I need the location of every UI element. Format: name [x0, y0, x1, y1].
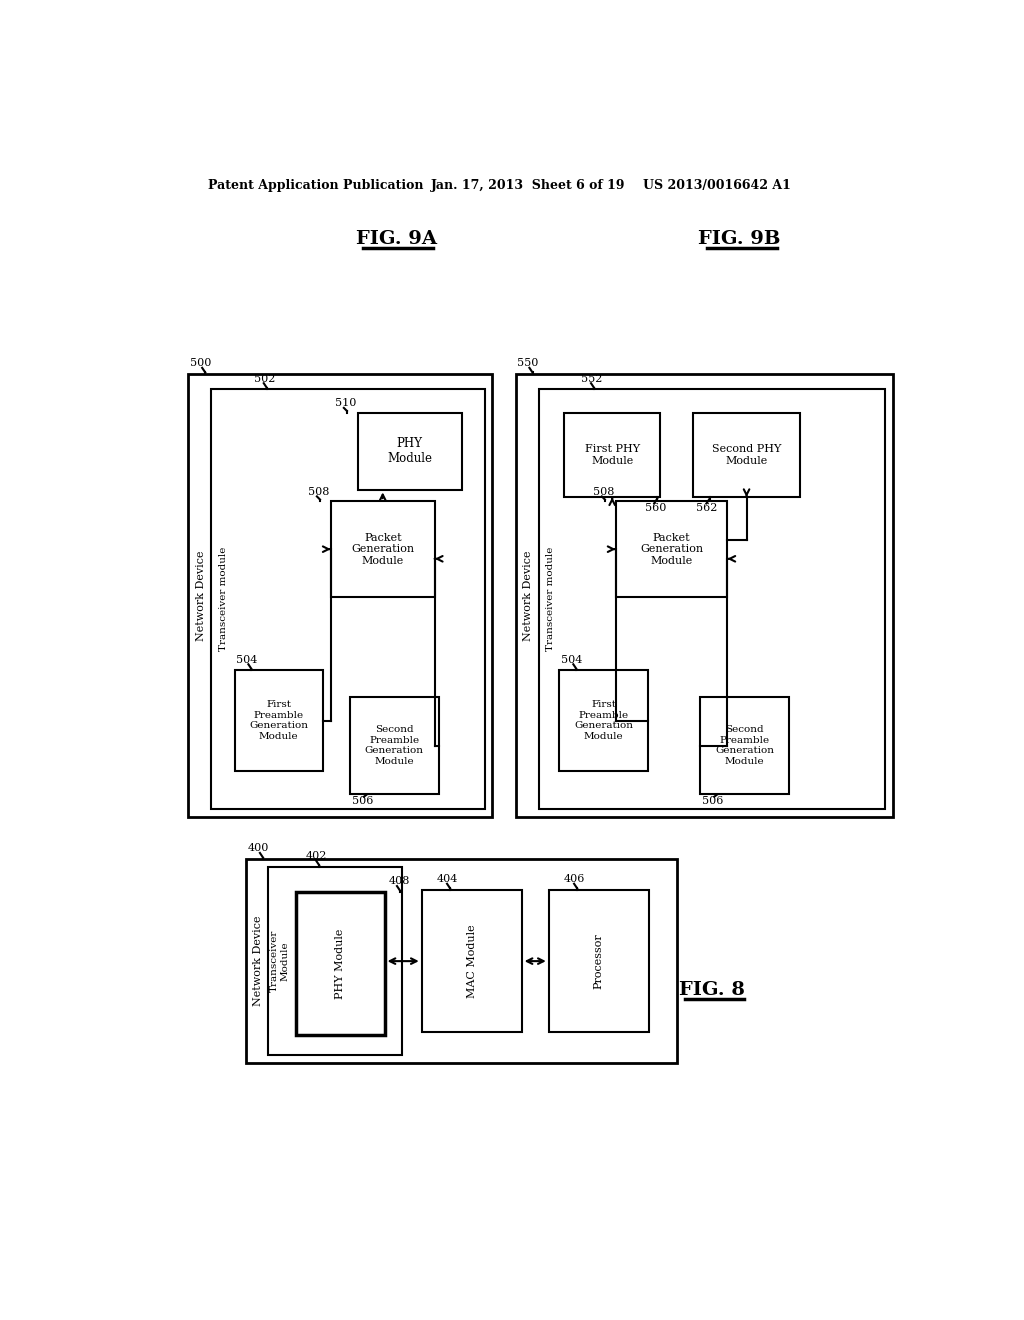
Text: 504: 504 — [237, 655, 257, 665]
Bar — [422, 890, 521, 1032]
Text: Packet
Generation
Module: Packet Generation Module — [640, 532, 703, 566]
Text: 404: 404 — [437, 874, 459, 884]
Bar — [331, 502, 435, 598]
Bar — [615, 502, 727, 598]
Bar — [357, 412, 462, 490]
Text: Network Device: Network Device — [196, 550, 206, 640]
Text: First PHY
Module: First PHY Module — [585, 444, 640, 466]
Bar — [350, 697, 438, 793]
Text: 402: 402 — [306, 851, 328, 861]
Bar — [267, 867, 402, 1056]
Text: 552: 552 — [581, 374, 602, 384]
Text: Network Device: Network Device — [523, 550, 532, 640]
Text: FIG. 9B: FIG. 9B — [697, 230, 780, 248]
Text: PHY
Module: PHY Module — [387, 437, 432, 465]
Text: Second
Preamble
Generation
Module: Second Preamble Generation Module — [715, 726, 774, 766]
Bar — [700, 697, 788, 793]
Text: 508: 508 — [593, 487, 614, 496]
Text: Jan. 17, 2013  Sheet 6 of 19: Jan. 17, 2013 Sheet 6 of 19 — [431, 178, 626, 191]
Text: FIG. 8: FIG. 8 — [679, 981, 744, 999]
Text: First
Preamble
Generation
Module: First Preamble Generation Module — [574, 701, 633, 741]
Text: 400: 400 — [248, 843, 269, 853]
Text: Transceiver module: Transceiver module — [219, 546, 228, 651]
Text: 508: 508 — [307, 487, 329, 496]
Text: 550: 550 — [517, 358, 539, 368]
Text: Patent Application Publication: Patent Application Publication — [208, 178, 423, 191]
Text: PHY Module: PHY Module — [336, 928, 345, 999]
Text: 560: 560 — [645, 503, 667, 513]
Text: Second PHY
Module: Second PHY Module — [712, 444, 781, 466]
Text: First
Preamble
Generation
Module: First Preamble Generation Module — [249, 701, 308, 741]
Text: 506: 506 — [701, 796, 723, 807]
Text: Packet
Generation
Module: Packet Generation Module — [351, 532, 415, 566]
Bar — [188, 374, 493, 817]
Bar — [559, 671, 648, 771]
Text: Transceiver
Module: Transceiver Module — [270, 929, 290, 993]
Text: MAC Module: MAC Module — [467, 924, 476, 998]
Bar — [246, 859, 677, 1063]
Text: 504: 504 — [561, 655, 583, 665]
Bar — [234, 671, 323, 771]
Text: 500: 500 — [189, 358, 211, 368]
Text: FIG. 9A: FIG. 9A — [355, 230, 436, 248]
Text: Processor: Processor — [594, 933, 604, 989]
Bar — [515, 374, 893, 817]
Text: 506: 506 — [351, 796, 373, 807]
Text: 502: 502 — [254, 374, 275, 384]
Bar — [564, 412, 660, 498]
Text: 406: 406 — [564, 874, 586, 884]
Bar — [549, 890, 649, 1032]
Text: 408: 408 — [388, 876, 410, 887]
Bar — [539, 389, 885, 809]
Text: Second
Preamble
Generation
Module: Second Preamble Generation Module — [365, 726, 424, 766]
Text: US 2013/0016642 A1: US 2013/0016642 A1 — [643, 178, 791, 191]
Text: 510: 510 — [335, 399, 356, 408]
Text: 562: 562 — [695, 503, 717, 513]
Text: Network Device: Network Device — [253, 916, 263, 1006]
Bar — [692, 412, 801, 498]
Bar — [211, 389, 484, 809]
Bar — [296, 892, 385, 1035]
Text: Transceiver module: Transceiver module — [547, 546, 555, 651]
